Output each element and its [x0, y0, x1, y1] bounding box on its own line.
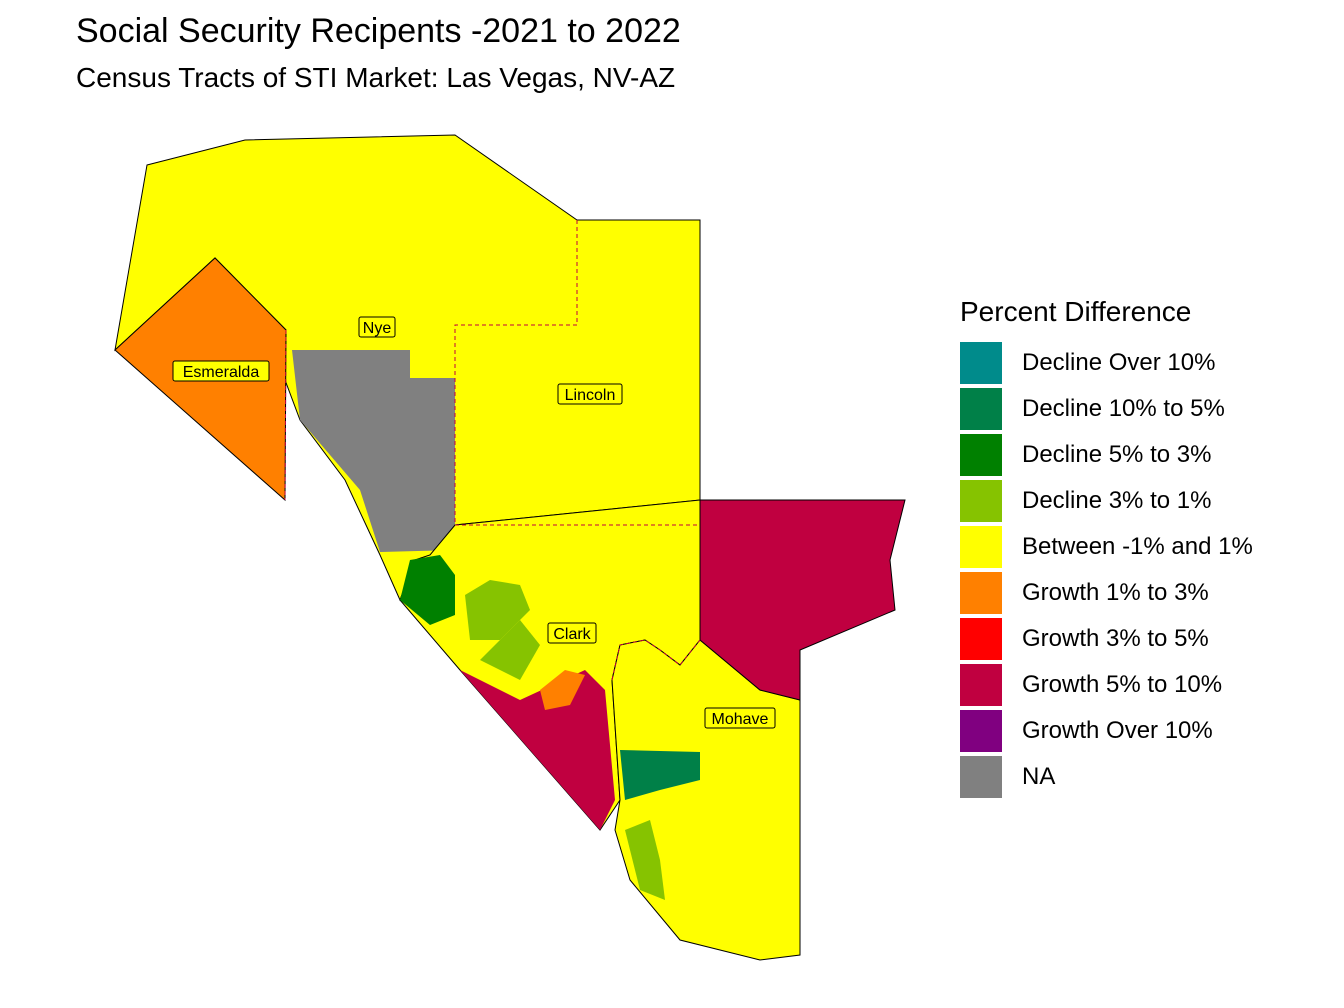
- legend-label: Decline 3% to 1%: [1022, 487, 1212, 514]
- legend-label: Decline Over 10%: [1022, 349, 1216, 376]
- legend-item: Decline Over 10%: [960, 340, 1253, 386]
- legend-swatch: [960, 618, 1002, 660]
- legend-item: Decline 3% to 1%: [960, 478, 1253, 524]
- legend-label: Decline 5% to 3%: [1022, 441, 1212, 468]
- region-growth-henderson: [540, 670, 585, 710]
- map-subtitle: Census Tracts of STI Market: Las Vegas, …: [76, 62, 676, 93]
- svg-text:Esmeralda: Esmeralda: [183, 364, 260, 381]
- map-title: Social Security Recipents -2021 to 2022: [76, 12, 681, 50]
- region-growth-east: [699, 499, 906, 701]
- legend-swatch: [960, 572, 1002, 614]
- legend-item: NA: [960, 754, 1253, 800]
- legend-item: Growth 1% to 3%: [960, 570, 1253, 616]
- legend-item: Growth 3% to 5%: [960, 616, 1253, 662]
- region-growth-southwest: [460, 670, 615, 830]
- legend-swatch: [960, 664, 1002, 706]
- legend-item: Decline 10% to 5%: [960, 386, 1253, 432]
- county-boundary: [284, 329, 287, 501]
- legend-label: Growth 1% to 3%: [1022, 579, 1209, 606]
- legend-swatch: [960, 342, 1002, 384]
- region-decline-vegas-west: [465, 580, 530, 640]
- county-label-clark: Clark: [547, 622, 597, 644]
- legend-swatch: [960, 710, 1002, 752]
- legend-swatch: [960, 434, 1002, 476]
- legend-label: NA: [1022, 763, 1056, 790]
- region-decline-north: [400, 555, 455, 625]
- legend-item: Between -1% and 1%: [960, 524, 1253, 570]
- legend-swatch: [960, 388, 1002, 430]
- legend-label: Growth 3% to 5%: [1022, 625, 1209, 652]
- legend-swatch: [960, 756, 1002, 798]
- legend-item: Growth Over 10%: [960, 708, 1253, 754]
- county-boundary: [454, 220, 700, 526]
- county-boundary: [611, 639, 701, 681]
- svg-text:Lincoln: Lincoln: [565, 387, 616, 404]
- svg-text:Mohave: Mohave: [712, 711, 769, 728]
- legend-label: Between -1% and 1%: [1022, 533, 1253, 560]
- region-decline-vegas-south: [480, 620, 540, 680]
- legend: Percent Difference Decline Over 10% Decl…: [960, 296, 1253, 800]
- svg-text:Clark: Clark: [553, 626, 591, 643]
- svg-text:Nye: Nye: [363, 320, 392, 337]
- region-na: [292, 350, 455, 552]
- county-label-mohave: Mohave: [704, 707, 776, 729]
- county-label-lincoln: Lincoln: [557, 383, 623, 405]
- legend-swatch: [960, 480, 1002, 522]
- legend-item: Growth 5% to 10%: [960, 662, 1253, 708]
- region-decline-fort-mohave: [625, 820, 665, 900]
- county-label-nye: Nye: [358, 316, 396, 338]
- legend-label: Growth Over 10%: [1022, 717, 1213, 744]
- legend-label: Decline 10% to 5%: [1022, 395, 1225, 422]
- legend-swatch: [960, 526, 1002, 568]
- choropleth-map: Nye Esmeralda Lincoln Clark Mohave: [114, 134, 906, 961]
- legend-label: Growth 5% to 10%: [1022, 671, 1223, 698]
- region-decline-bullhead: [620, 750, 700, 800]
- legend-item: Decline 5% to 3%: [960, 432, 1253, 478]
- legend-items: Decline Over 10% Decline 10% to 5% Decli…: [960, 340, 1253, 800]
- legend-title: Percent Difference: [960, 296, 1192, 327]
- county-label-esmeralda: Esmeralda: [172, 360, 270, 382]
